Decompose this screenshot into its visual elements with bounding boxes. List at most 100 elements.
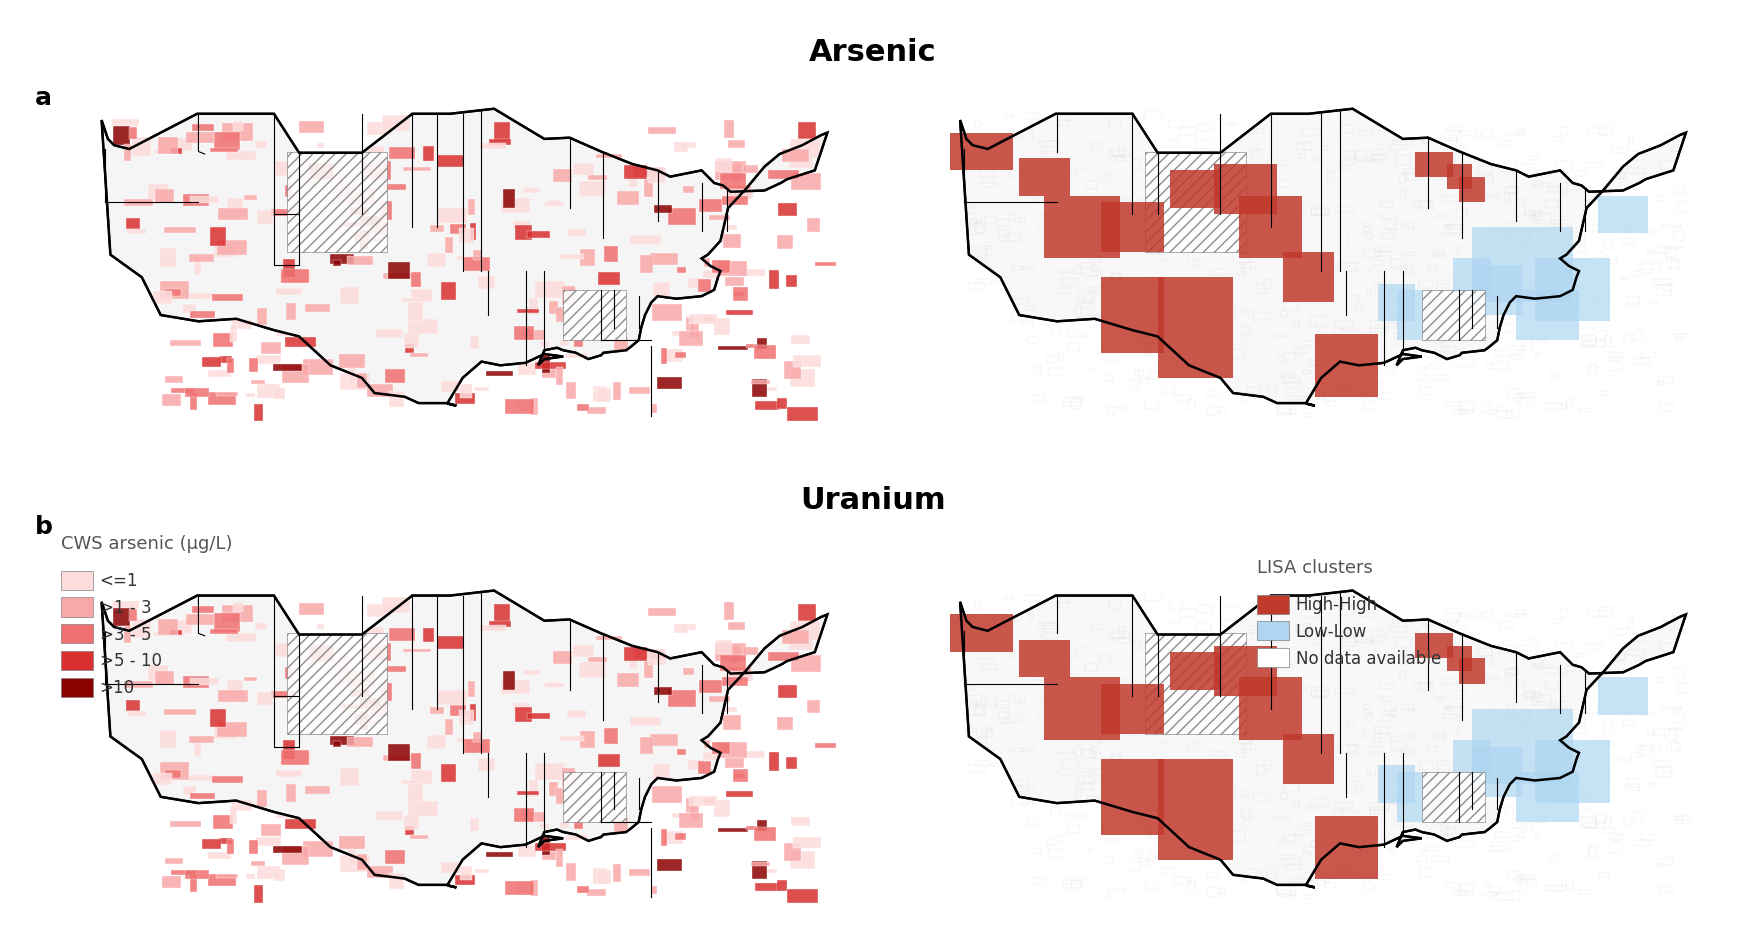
Bar xyxy=(1152,279,1158,288)
Bar xyxy=(976,734,986,739)
Bar xyxy=(1344,868,1355,876)
Bar xyxy=(113,608,129,626)
Bar xyxy=(232,603,243,613)
Bar xyxy=(1215,196,1220,200)
Bar xyxy=(967,206,976,208)
Bar xyxy=(1493,362,1509,370)
Bar xyxy=(1337,745,1357,753)
Bar xyxy=(543,203,564,207)
Bar xyxy=(1065,597,1072,603)
Bar xyxy=(1598,678,1648,715)
Bar xyxy=(194,258,201,276)
Bar xyxy=(1357,304,1362,312)
Bar xyxy=(1180,659,1200,662)
Bar xyxy=(169,822,201,827)
Bar xyxy=(297,652,311,663)
Bar xyxy=(1488,196,1498,199)
Bar xyxy=(154,773,171,785)
Bar xyxy=(1266,387,1276,397)
Bar xyxy=(1667,260,1678,268)
Bar xyxy=(423,148,435,162)
Bar xyxy=(1385,701,1397,711)
Bar xyxy=(335,160,342,172)
Bar xyxy=(185,132,213,145)
Bar xyxy=(1165,185,1177,188)
Bar xyxy=(501,681,531,695)
Bar xyxy=(1650,302,1657,305)
Bar xyxy=(1400,267,1414,275)
Bar xyxy=(704,752,719,760)
Bar xyxy=(1631,753,1643,758)
Bar xyxy=(1339,388,1348,394)
Bar xyxy=(1584,823,1596,827)
Bar xyxy=(1173,223,1182,232)
Bar xyxy=(1491,277,1503,284)
Bar xyxy=(674,625,688,634)
Bar xyxy=(1323,775,1332,780)
Bar xyxy=(1145,349,1151,356)
Bar xyxy=(1390,142,1406,151)
Bar xyxy=(1220,289,1226,292)
Bar xyxy=(1493,240,1509,248)
Bar xyxy=(730,166,740,183)
Bar xyxy=(1241,736,1254,740)
Bar xyxy=(208,874,236,886)
Bar xyxy=(1140,337,1154,346)
Bar xyxy=(1020,700,1025,704)
Bar xyxy=(1290,409,1296,415)
Bar xyxy=(251,380,265,385)
Bar xyxy=(1460,403,1474,411)
Bar xyxy=(1180,178,1200,180)
Bar xyxy=(370,219,388,236)
Bar xyxy=(1034,367,1041,373)
Bar xyxy=(1114,720,1126,728)
Bar xyxy=(1657,377,1673,384)
Bar xyxy=(1433,254,1444,258)
Bar xyxy=(1674,232,1685,242)
Bar xyxy=(365,627,384,646)
Bar xyxy=(1379,696,1383,700)
Bar xyxy=(1165,665,1177,668)
Bar xyxy=(407,783,423,803)
Bar xyxy=(648,128,676,135)
Bar xyxy=(1025,788,1035,792)
Bar xyxy=(1241,704,1257,708)
Bar xyxy=(1613,216,1627,225)
Bar xyxy=(1145,665,1156,669)
Bar xyxy=(1456,691,1467,699)
Bar xyxy=(1191,300,1198,307)
Bar xyxy=(1145,152,1245,253)
Bar xyxy=(978,737,986,743)
Bar xyxy=(1385,220,1397,229)
Bar xyxy=(1364,223,1369,228)
Bar xyxy=(1264,761,1271,770)
Bar xyxy=(1477,657,1493,666)
Bar xyxy=(227,680,243,698)
Bar xyxy=(217,393,239,397)
Bar xyxy=(276,814,292,819)
Bar xyxy=(536,282,566,299)
Bar xyxy=(190,679,220,684)
Bar xyxy=(161,281,189,299)
Bar xyxy=(1168,717,1173,721)
Bar xyxy=(1446,127,1461,132)
Bar xyxy=(1147,247,1163,255)
Bar xyxy=(777,399,787,409)
Bar xyxy=(962,220,978,228)
Bar xyxy=(1086,797,1100,801)
Bar xyxy=(1339,639,1357,646)
Bar xyxy=(1610,654,1624,661)
Bar xyxy=(1446,402,1461,407)
Bar xyxy=(1584,342,1596,346)
Bar xyxy=(246,875,255,879)
Bar xyxy=(1524,692,1542,698)
Bar xyxy=(1393,139,1413,146)
Bar xyxy=(1220,707,1233,715)
Bar xyxy=(113,128,129,146)
Bar xyxy=(1163,649,1179,658)
Bar xyxy=(1653,280,1671,286)
Bar xyxy=(1294,802,1299,809)
Bar xyxy=(428,254,445,268)
Bar xyxy=(1133,301,1140,309)
Bar xyxy=(332,188,354,205)
